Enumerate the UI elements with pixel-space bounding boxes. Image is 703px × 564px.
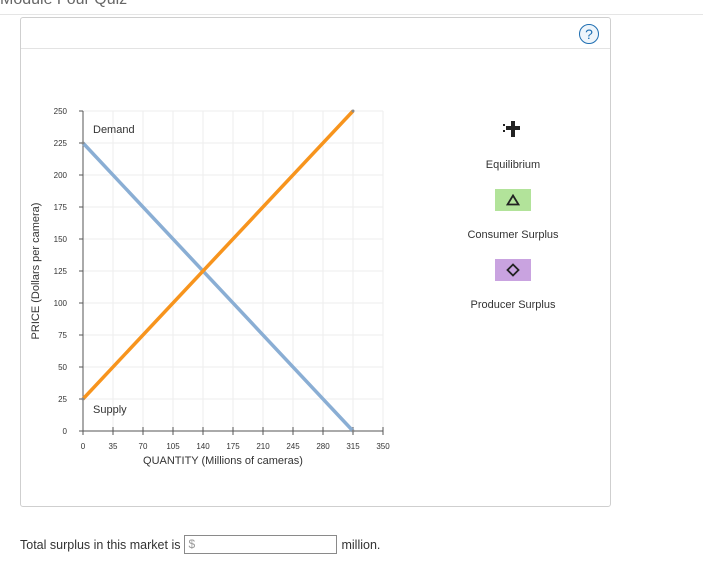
y-tick-label: 125	[54, 267, 68, 276]
supply-label: Supply	[93, 404, 127, 416]
diamond-icon	[506, 263, 520, 277]
total-surplus-question: Total surplus in this market is $ millio…	[20, 535, 380, 554]
total-surplus-field[interactable]: $	[184, 535, 338, 554]
y-axis-title: PRICE (Dollars per camera)	[30, 203, 42, 340]
x-tick-label: 210	[256, 442, 270, 451]
x-tick-label: 140	[196, 442, 210, 451]
x-tick-label: 35	[109, 442, 118, 451]
page-title: Module Four Quiz	[0, 0, 127, 9]
supply-demand-chart[interactable]: 0 25 50 75 100 125 150 175 200 225 250 0 35 70 105 140 1…	[21, 18, 610, 506]
panel-header-divider	[21, 48, 610, 49]
y-tick-label: 200	[54, 171, 68, 180]
y-tick-label: 25	[58, 395, 67, 404]
question-prefix: Total surplus in this market is	[20, 537, 181, 552]
demand-endpoint	[81, 141, 85, 145]
equilibrium-tool-label: Equilibrium	[485, 159, 541, 171]
currency-symbol: $	[188, 537, 196, 551]
x-tick-label: 0	[81, 442, 86, 451]
triangle-icon	[506, 194, 520, 206]
x-tick-label: 315	[346, 442, 360, 451]
header-divider	[0, 14, 703, 15]
y-tick-label: 0	[63, 427, 68, 436]
y-tick-label: 250	[54, 107, 68, 116]
labels: Demand Supply	[93, 124, 135, 416]
total-surplus-input[interactable]	[198, 536, 337, 553]
producer-surplus-tool-label: Producer Surplus	[470, 299, 556, 311]
supply-curve	[81, 109, 355, 401]
y-tick-label: 100	[54, 299, 68, 308]
x-tick-label: 105	[166, 442, 180, 451]
plus-marker-icon	[503, 121, 520, 137]
x-tick-label: 280	[316, 442, 330, 451]
graph-panel: ? 0 25 50 75 100 125 150 175 200 225 250 0 35 70 105 14…	[20, 17, 611, 507]
x-tick-label: 245	[286, 442, 300, 451]
y-tick-label: 225	[54, 139, 68, 148]
consumer-surplus-tool-label: Consumer Surplus	[467, 229, 559, 241]
demand-endpoint	[351, 429, 355, 433]
y-tick-label: 75	[58, 331, 67, 340]
x-tick-label: 350	[376, 442, 390, 451]
question-suffix: million.	[341, 537, 381, 552]
y-tick-label: 150	[54, 235, 68, 244]
grid-lines	[83, 110, 384, 431]
equilibrium-tool[interactable]	[495, 118, 531, 140]
x-tick-label: 175	[226, 442, 240, 451]
demand-label: Demand	[93, 124, 135, 136]
supply-endpoint	[81, 397, 85, 401]
x-tick-label: 70	[139, 442, 148, 451]
y-tick-label: 50	[58, 363, 67, 372]
series	[81, 109, 355, 433]
x-axis-title: QUANTITY (Millions of cameras)	[143, 455, 303, 467]
consumer-surplus-tool[interactable]	[495, 189, 531, 211]
help-button[interactable]: ?	[579, 24, 599, 44]
producer-surplus-tool[interactable]	[495, 259, 531, 281]
demand-curve	[81, 141, 355, 433]
y-tick-label: 175	[54, 203, 68, 212]
supply-endpoint	[351, 109, 355, 113]
axes: 0 25 50 75 100 125 150 175 200 225 250 0 35 70 105 140 1…	[54, 107, 391, 451]
